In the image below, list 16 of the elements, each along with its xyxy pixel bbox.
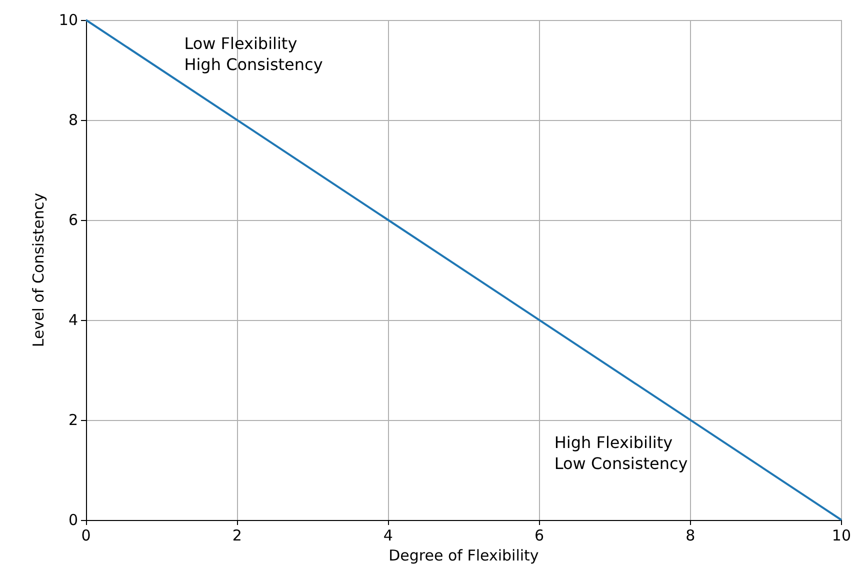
y-tick-label: 0	[68, 511, 78, 529]
x-tick-label: 10	[832, 526, 852, 544]
x-tick-label: 4	[383, 526, 393, 544]
y-tick-label: 10	[58, 11, 78, 29]
x-tick-label: 0	[81, 526, 91, 544]
x-tick-label: 8	[686, 526, 696, 544]
y-tick-label: 2	[68, 411, 78, 429]
y-tick-label: 4	[68, 311, 78, 329]
annotation: High Flexibility Low Consistency	[554, 433, 688, 473]
y-axis-title: Level of Consistency	[30, 192, 48, 348]
y-tick-label: 8	[68, 111, 78, 129]
x-axis-title: Degree of Flexibility	[388, 546, 539, 564]
annotation: Low Flexibility High Consistency	[184, 34, 323, 74]
x-tick-label: 6	[534, 526, 544, 544]
x-tick-label: 2	[232, 526, 242, 544]
y-tick-label: 6	[68, 211, 78, 229]
